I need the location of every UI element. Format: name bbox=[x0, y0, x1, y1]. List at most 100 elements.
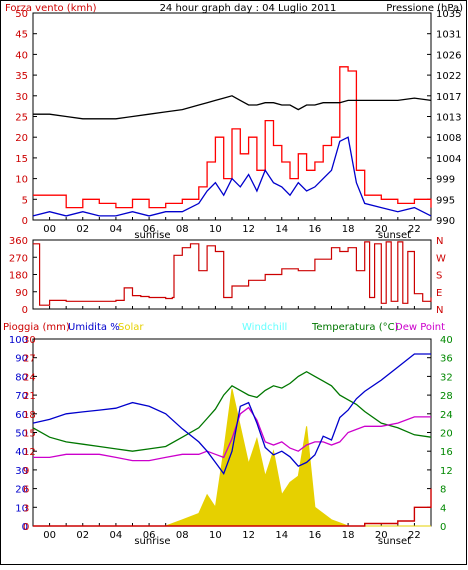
secondary-y-tick-label: 21 bbox=[23, 391, 36, 402]
secondary-y-tick-label: 12 bbox=[23, 447, 36, 458]
x-tick-label: 22 bbox=[408, 224, 421, 235]
legend-rain: Pioggia (mm) bbox=[3, 322, 70, 333]
wind-y-tick-label: 35 bbox=[15, 71, 28, 82]
sunset-label: sunset bbox=[378, 230, 411, 241]
rain-series-line bbox=[33, 488, 432, 527]
legend-solar: Solar bbox=[118, 322, 144, 333]
legend-humidity: Umidita % bbox=[68, 322, 120, 333]
wind-y-tick-label: 30 bbox=[15, 92, 28, 103]
wind-axis-title: Forza vento (kmh) bbox=[5, 3, 97, 14]
direction-y-tick-label: 270 bbox=[9, 253, 28, 264]
x-tick-label: 22 bbox=[408, 530, 421, 541]
humidity-y-tick-label: 60 bbox=[15, 410, 28, 421]
direction-y-tick-label: 180 bbox=[9, 271, 28, 282]
wind-direction-series-line bbox=[33, 241, 432, 306]
temperature-y-tick-label: 4 bbox=[440, 503, 446, 514]
x-tick-label: 18 bbox=[342, 224, 355, 235]
secondary-y-tick-label: 18 bbox=[23, 410, 36, 421]
temperature-y-tick-label: 28 bbox=[440, 391, 453, 402]
x-tick-label: 14 bbox=[275, 530, 288, 541]
x-tick-label: 08 bbox=[176, 530, 189, 541]
x-tick-label: 06 bbox=[143, 224, 156, 235]
x-tick-label: 20 bbox=[375, 530, 388, 541]
pressure-y-tick-label: 990 bbox=[436, 216, 455, 227]
secondary-y-tick-label: 27 bbox=[23, 354, 36, 365]
x-tick-label: 10 bbox=[209, 224, 222, 235]
temperature-y-tick-label: 8 bbox=[440, 485, 446, 496]
sunset-label: sunset bbox=[378, 536, 411, 547]
temperature-y-tick-label: 16 bbox=[440, 447, 453, 458]
sunrise-label: sunrise bbox=[134, 536, 170, 547]
humidity-y-tick-label: 100 bbox=[9, 335, 28, 346]
wind-average-series-line bbox=[32, 136, 432, 217]
temperature-y-tick-label: 32 bbox=[440, 372, 453, 383]
compass-tick-label: S bbox=[436, 271, 442, 282]
pressure-series-line bbox=[33, 95, 432, 120]
legend-temperature: Temperatura (°C) bbox=[311, 322, 399, 333]
wind-y-tick-label: 5 bbox=[22, 195, 28, 206]
secondary-y-tick-label: 9 bbox=[23, 466, 29, 477]
gust-series-line bbox=[33, 66, 432, 209]
wind-y-tick-label: 10 bbox=[15, 175, 28, 186]
secondary-y-tick-label: 3 bbox=[23, 503, 29, 514]
direction-y-tick-label: 0 bbox=[22, 305, 28, 316]
wind-y-tick-label: 15 bbox=[15, 154, 28, 165]
direction-y-tick-label: 360 bbox=[9, 236, 28, 247]
x-tick-label: 12 bbox=[242, 530, 255, 541]
x-tick-label: 02 bbox=[76, 224, 89, 235]
humidity-y-tick-label: 20 bbox=[15, 485, 28, 496]
wind-y-tick-label: 25 bbox=[15, 113, 28, 124]
compass-tick-label: E bbox=[436, 288, 442, 299]
x-tick-label: 20 bbox=[375, 224, 388, 235]
x-tick-label: 18 bbox=[342, 530, 355, 541]
wind-y-tick-label: 45 bbox=[15, 30, 28, 41]
wind-y-tick-label: 40 bbox=[15, 50, 28, 61]
humidity-y-tick-label: 0 bbox=[22, 522, 28, 533]
humidity-y-tick-label: 40 bbox=[15, 447, 28, 458]
pressure-y-tick-label: 1004 bbox=[436, 154, 461, 165]
legend-dew-point: Dew Point bbox=[395, 322, 445, 333]
wind-y-tick-label: 0 bbox=[22, 216, 28, 227]
x-tick-label: 04 bbox=[110, 530, 123, 541]
x-tick-label: 12 bbox=[242, 224, 255, 235]
humidity-y-tick-label: 10 bbox=[15, 503, 28, 514]
x-tick-label: 00 bbox=[43, 530, 56, 541]
temperature-series-line bbox=[32, 370, 432, 452]
x-tick-label: 04 bbox=[110, 224, 123, 235]
x-tick-label: 10 bbox=[209, 530, 222, 541]
x-tick-label: 02 bbox=[76, 530, 89, 541]
wind-y-tick-label: 20 bbox=[15, 133, 28, 144]
chart-title: 24 hour graph day : 04 Luglio 2011 bbox=[160, 3, 337, 14]
x-tick-label: 06 bbox=[143, 530, 156, 541]
pressure-y-tick-label: 1017 bbox=[436, 92, 461, 103]
compass-tick-label: W bbox=[436, 253, 446, 264]
temperature-y-tick-label: 36 bbox=[440, 354, 453, 365]
pressure-y-tick-label: 1008 bbox=[436, 133, 461, 144]
temperature-y-tick-label: 20 bbox=[440, 429, 453, 440]
x-tick-label: 14 bbox=[275, 224, 288, 235]
pressure-y-tick-label: 995 bbox=[436, 195, 455, 206]
x-tick-label: 16 bbox=[309, 224, 322, 235]
wind-y-tick-label: 50 bbox=[15, 9, 28, 20]
humidity-series-line bbox=[32, 353, 431, 475]
humidity-y-tick-label: 80 bbox=[15, 372, 28, 383]
dew-point-series-line bbox=[33, 406, 431, 462]
secondary-y-tick-label: 24 bbox=[23, 372, 36, 383]
compass-tick-label: N bbox=[436, 305, 443, 316]
temperature-y-tick-label: 12 bbox=[440, 466, 453, 477]
x-tick-label: 00 bbox=[43, 224, 56, 235]
direction-y-tick-label: 90 bbox=[15, 288, 28, 299]
pressure-axis-title: Pressione (hPa) bbox=[386, 3, 463, 14]
pressure-y-tick-label: 1022 bbox=[436, 71, 461, 82]
pressure-y-tick-label: 1026 bbox=[436, 50, 461, 61]
secondary-y-tick-label: 30 bbox=[23, 335, 36, 346]
pressure-y-tick-label: 1013 bbox=[436, 113, 461, 124]
humidity-y-tick-label: 70 bbox=[15, 391, 28, 402]
temperature-y-tick-label: 24 bbox=[440, 410, 453, 421]
pressure-y-tick-label: 1031 bbox=[436, 30, 461, 41]
temperature-y-tick-label: 40 bbox=[440, 335, 453, 346]
secondary-y-tick-label: 15 bbox=[23, 429, 36, 440]
